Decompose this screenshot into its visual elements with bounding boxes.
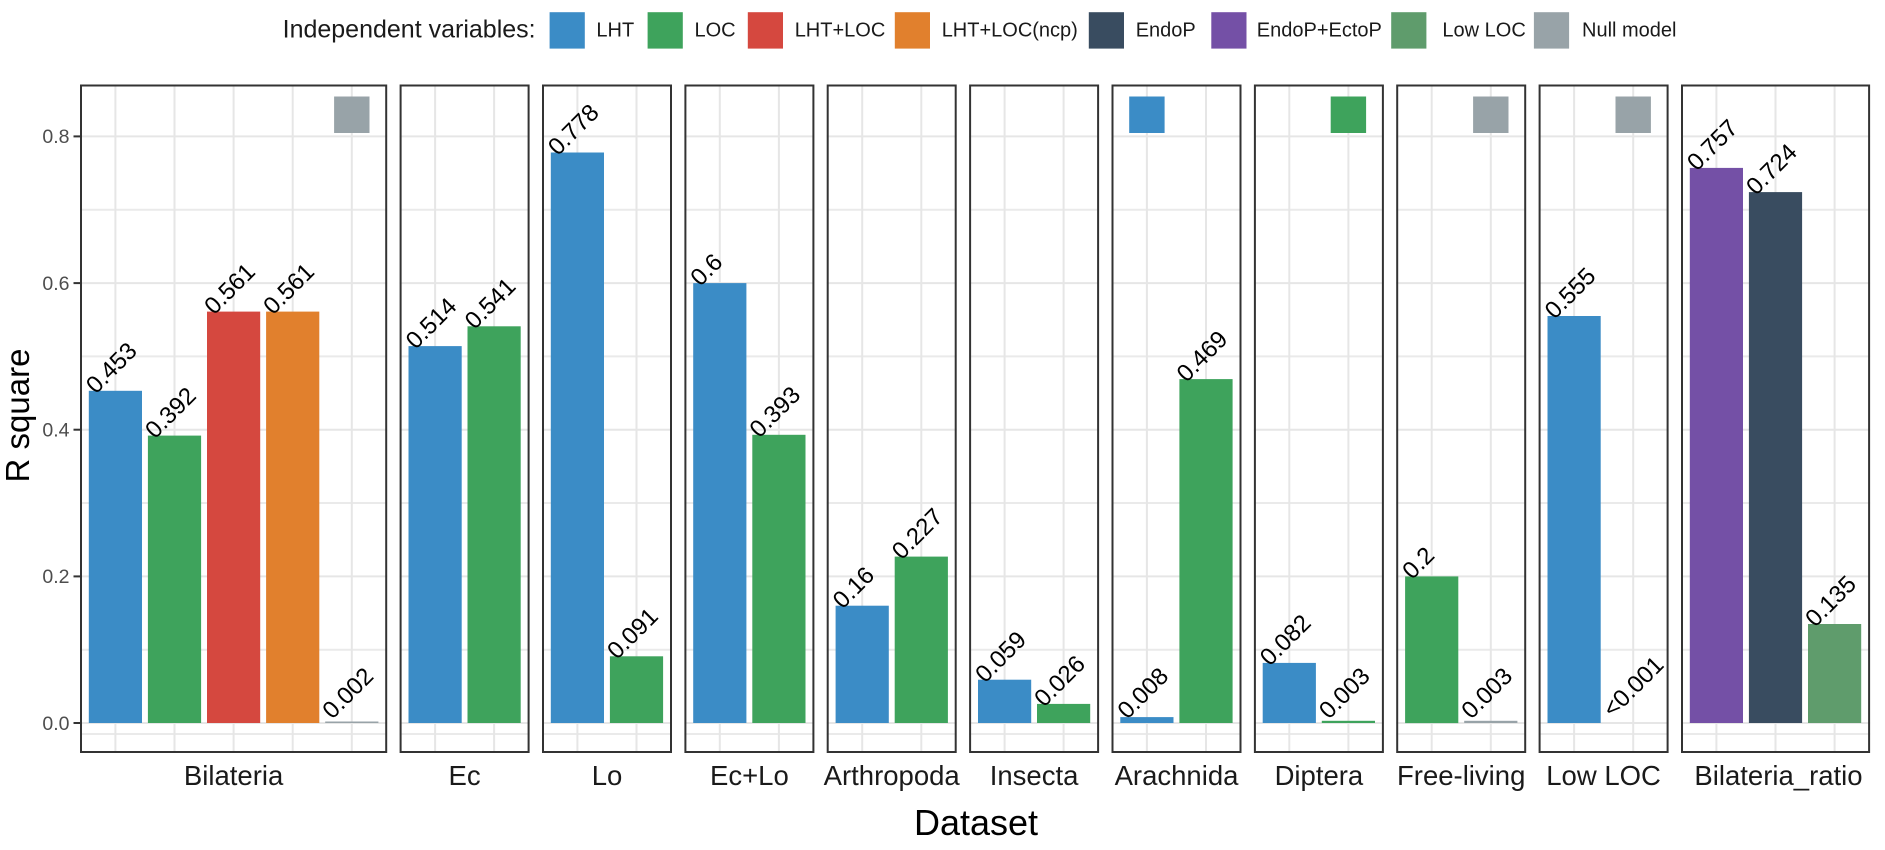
- svg-text:Ec+Lo: Ec+Lo: [710, 760, 789, 791]
- svg-text:0.2: 0.2: [42, 566, 69, 588]
- svg-text:Bilateria: Bilateria: [184, 760, 284, 791]
- svg-text:LHT+LOC: LHT+LOC: [795, 20, 886, 42]
- svg-text:0.0: 0.0: [42, 713, 69, 735]
- svg-text:0.8: 0.8: [42, 126, 69, 148]
- svg-text:Insecta: Insecta: [990, 760, 1079, 791]
- svg-text:Low LOC: Low LOC: [1442, 20, 1525, 42]
- svg-text:Arthropoda: Arthropoda: [824, 760, 961, 791]
- svg-text:LHT: LHT: [596, 20, 634, 42]
- svg-text:0.4: 0.4: [42, 420, 69, 442]
- svg-text:Low LOC: Low LOC: [1546, 760, 1661, 791]
- svg-text:Free-living: Free-living: [1397, 760, 1525, 791]
- svg-text:Bilateria_ratio: Bilateria_ratio: [1694, 760, 1862, 791]
- svg-text:Lo: Lo: [592, 760, 623, 791]
- svg-text:Arachnida: Arachnida: [1115, 760, 1240, 791]
- svg-text:LOC: LOC: [695, 20, 736, 42]
- svg-text:LHT+LOC(ncp): LHT+LOC(ncp): [942, 20, 1078, 42]
- svg-text:R square: R square: [0, 349, 36, 483]
- svg-text:Ec: Ec: [449, 760, 481, 791]
- svg-text:Diptera: Diptera: [1275, 760, 1364, 791]
- svg-text:EndoP: EndoP: [1136, 20, 1196, 42]
- svg-text:Null model: Null model: [1582, 20, 1676, 42]
- svg-text:Independent variables:: Independent variables:: [283, 16, 536, 44]
- svg-text:EndoP+EctoP: EndoP+EctoP: [1257, 20, 1382, 42]
- svg-text:0.6: 0.6: [42, 273, 69, 295]
- svg-text:Dataset: Dataset: [914, 802, 1038, 843]
